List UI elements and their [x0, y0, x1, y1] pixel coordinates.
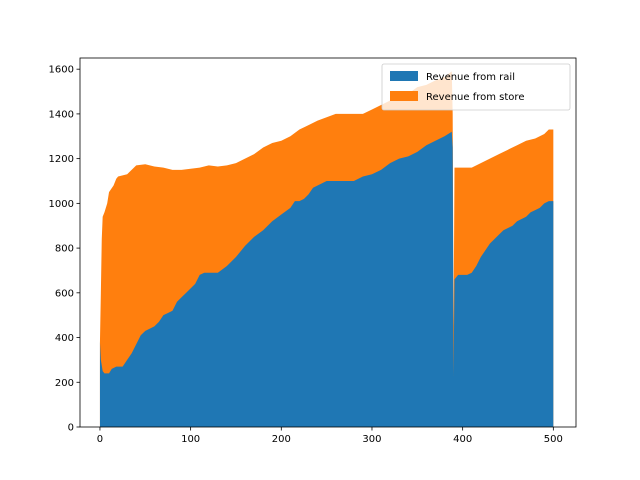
area-series-1 — [99, 131, 554, 428]
y-tick-label: 1000 — [49, 199, 74, 210]
y-tick-label: 1200 — [49, 154, 74, 165]
y-tick-label: 400 — [55, 333, 74, 344]
legend-swatch — [390, 91, 418, 101]
x-tick-label: 500 — [544, 434, 563, 445]
y-tick-label: 600 — [55, 288, 74, 299]
x-tick-label: 300 — [362, 434, 381, 445]
x-axis-ticks: 0 100 200 300 400 500 — [97, 427, 563, 445]
x-tick-label: 0 — [97, 434, 103, 445]
plot-areas — [99, 71, 554, 428]
y-tick-label: 1400 — [49, 109, 74, 120]
legend-box — [381, 63, 571, 111]
legend: Revenue from rail Revenue from store — [381, 63, 571, 111]
y-tick-label: 1600 — [49, 65, 74, 76]
legend-swatch — [390, 71, 418, 81]
legend-label: Revenue from rail — [426, 72, 515, 83]
x-tick-label: 100 — [181, 434, 200, 445]
axes-frame — [79, 57, 577, 428]
y-tick-label: 0 — [68, 423, 74, 434]
x-tick-label: 200 — [272, 434, 291, 445]
legend-label: Revenue from store — [426, 92, 524, 103]
y-axis-ticks: 0 200 400 600 800 1000 1200 1400 1600 — [49, 65, 80, 434]
y-tick-label: 800 — [55, 244, 74, 255]
x-tick-label: 400 — [453, 434, 472, 445]
y-tick-label: 200 — [55, 378, 74, 389]
